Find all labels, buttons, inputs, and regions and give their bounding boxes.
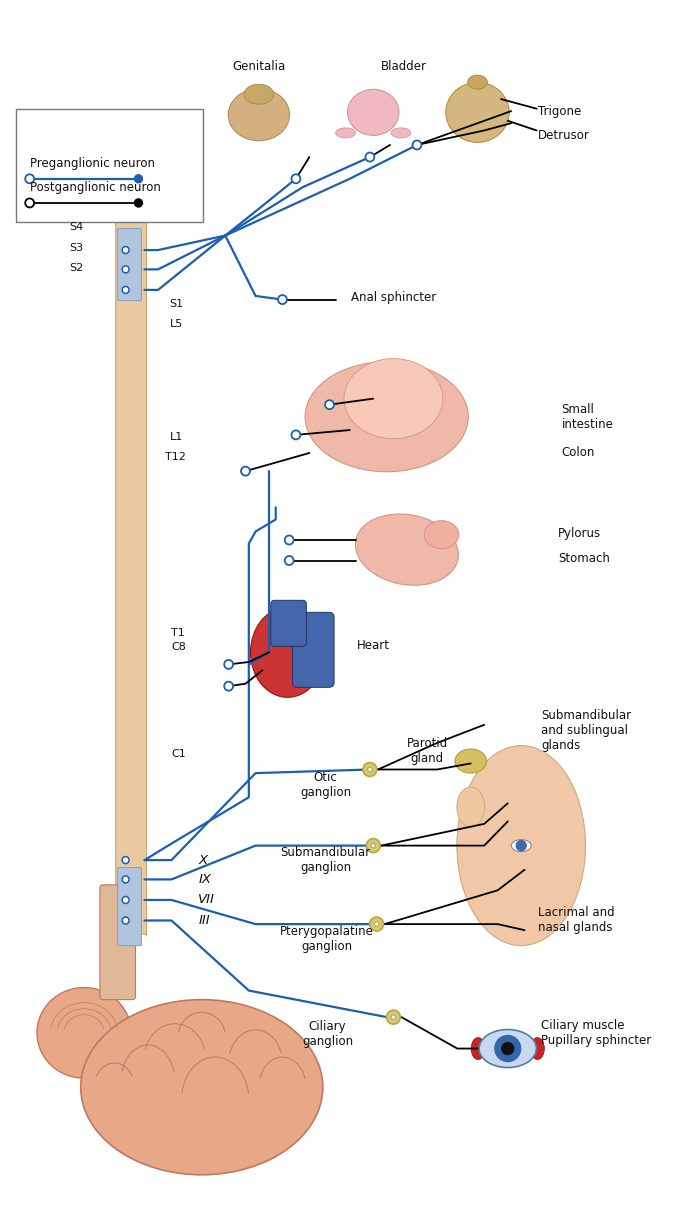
- Circle shape: [368, 767, 372, 772]
- Circle shape: [292, 174, 301, 184]
- Ellipse shape: [471, 1038, 485, 1059]
- Circle shape: [370, 917, 384, 931]
- Ellipse shape: [530, 1038, 545, 1059]
- Circle shape: [367, 838, 380, 853]
- Text: Genitalia: Genitalia: [233, 60, 286, 72]
- Circle shape: [122, 876, 129, 883]
- Circle shape: [135, 175, 142, 182]
- FancyBboxPatch shape: [292, 612, 334, 687]
- Ellipse shape: [228, 88, 290, 141]
- Text: Trigone: Trigone: [538, 105, 581, 117]
- Text: Bladder: Bladder: [381, 60, 426, 72]
- Circle shape: [502, 1043, 513, 1055]
- Circle shape: [391, 1015, 396, 1020]
- Circle shape: [122, 896, 129, 904]
- Circle shape: [386, 1010, 401, 1024]
- Ellipse shape: [250, 608, 324, 697]
- Text: L5: L5: [169, 319, 183, 329]
- FancyBboxPatch shape: [271, 600, 307, 646]
- Ellipse shape: [455, 749, 487, 773]
- Ellipse shape: [305, 361, 469, 472]
- Text: Preganglionic neuron: Preganglionic neuron: [30, 157, 154, 169]
- Circle shape: [285, 535, 294, 545]
- Ellipse shape: [511, 840, 531, 852]
- Text: S2: S2: [69, 263, 84, 273]
- Ellipse shape: [479, 1029, 537, 1068]
- Text: III: III: [199, 914, 210, 927]
- Ellipse shape: [356, 513, 458, 586]
- Circle shape: [375, 922, 379, 927]
- Text: Stomach: Stomach: [558, 552, 610, 564]
- Text: IX: IX: [199, 873, 211, 885]
- Text: VII: VII: [199, 894, 216, 906]
- Circle shape: [371, 843, 375, 848]
- Ellipse shape: [424, 521, 459, 548]
- Ellipse shape: [344, 359, 443, 439]
- Circle shape: [241, 466, 250, 476]
- Text: Submandibular
ganglion: Submandibular ganglion: [280, 846, 371, 875]
- Ellipse shape: [336, 128, 356, 138]
- Text: Anal sphincter: Anal sphincter: [351, 291, 437, 303]
- FancyBboxPatch shape: [116, 139, 147, 936]
- Ellipse shape: [457, 745, 585, 946]
- Text: Ciliary
ganglion: Ciliary ganglion: [302, 1020, 353, 1049]
- Ellipse shape: [446, 82, 509, 143]
- Ellipse shape: [37, 988, 131, 1078]
- Circle shape: [122, 856, 129, 864]
- Circle shape: [363, 762, 377, 777]
- Circle shape: [122, 266, 129, 273]
- Text: T1: T1: [171, 628, 185, 638]
- Text: T12: T12: [165, 452, 186, 461]
- Ellipse shape: [391, 128, 411, 138]
- Circle shape: [325, 400, 334, 410]
- Text: Lacrimal and
nasal glands: Lacrimal and nasal glands: [538, 906, 615, 935]
- Text: L1: L1: [169, 432, 183, 442]
- Text: Postganglionic neuron: Postganglionic neuron: [30, 181, 160, 193]
- Circle shape: [135, 199, 142, 207]
- Circle shape: [25, 174, 34, 184]
- Circle shape: [25, 198, 34, 208]
- Text: Otic
ganglion: Otic ganglion: [300, 771, 351, 800]
- Circle shape: [285, 556, 294, 565]
- FancyBboxPatch shape: [118, 867, 141, 946]
- Circle shape: [292, 430, 301, 440]
- Text: Detrusor: Detrusor: [538, 129, 590, 141]
- Text: Small
intestine: Small intestine: [562, 402, 613, 431]
- FancyBboxPatch shape: [16, 109, 203, 222]
- Circle shape: [224, 681, 233, 691]
- Text: S3: S3: [69, 243, 84, 252]
- Ellipse shape: [457, 786, 485, 827]
- Text: C8: C8: [171, 643, 186, 652]
- Circle shape: [278, 295, 287, 304]
- Text: Parotid
gland: Parotid gland: [407, 737, 447, 766]
- Text: Submandibular
and sublingual
glands: Submandibular and sublingual glands: [541, 709, 632, 753]
- Text: Pterygopalatine
ganglion: Pterygopalatine ganglion: [280, 924, 374, 953]
- Text: Ciliary muscle
Pupillary sphincter: Ciliary muscle Pupillary sphincter: [541, 1018, 651, 1047]
- Text: Pylorus: Pylorus: [558, 528, 601, 540]
- FancyBboxPatch shape: [100, 885, 135, 999]
- Ellipse shape: [468, 75, 488, 89]
- Circle shape: [365, 152, 374, 162]
- Ellipse shape: [347, 89, 399, 135]
- Text: S1: S1: [169, 300, 184, 309]
- Text: Colon: Colon: [562, 447, 595, 459]
- Ellipse shape: [81, 1000, 323, 1174]
- Circle shape: [122, 286, 129, 294]
- FancyBboxPatch shape: [118, 228, 141, 301]
- Circle shape: [224, 660, 233, 669]
- Circle shape: [122, 917, 129, 924]
- Text: Heart: Heart: [356, 639, 390, 651]
- Text: C1: C1: [171, 749, 186, 759]
- Circle shape: [122, 246, 129, 254]
- Circle shape: [495, 1035, 521, 1062]
- Text: X: X: [199, 854, 207, 866]
- Text: S4: S4: [69, 222, 84, 232]
- Circle shape: [413, 140, 422, 150]
- Ellipse shape: [244, 85, 274, 104]
- Circle shape: [516, 841, 526, 850]
